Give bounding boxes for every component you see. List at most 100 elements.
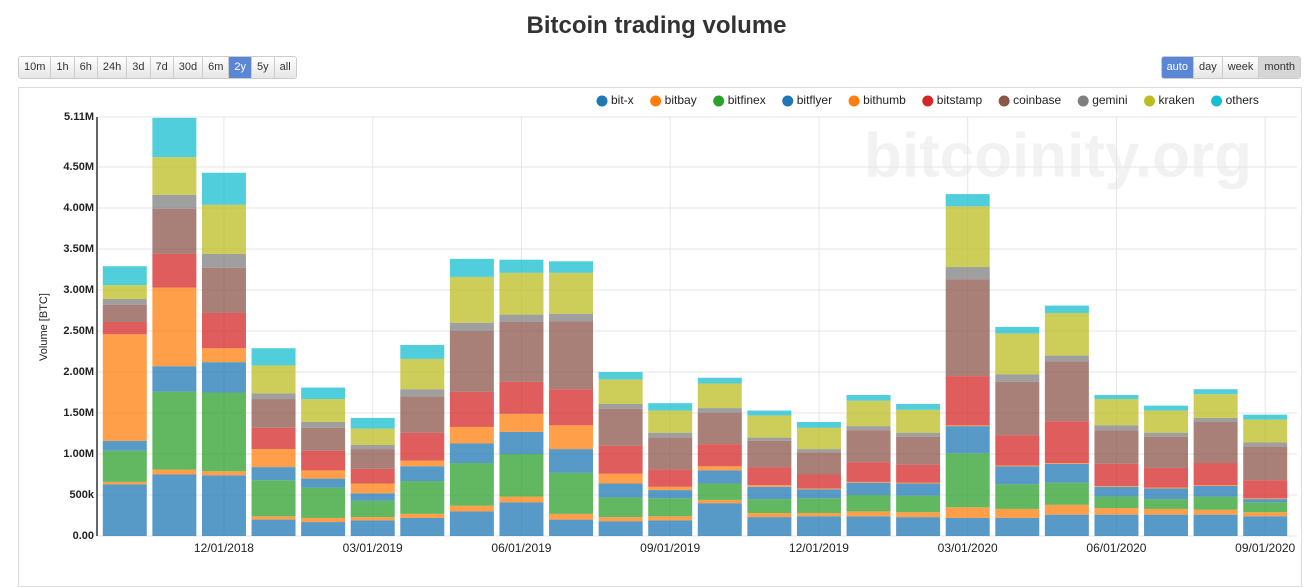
bar-segment	[152, 474, 197, 536]
bar-segment	[301, 478, 346, 488]
bar-segment	[201, 312, 246, 349]
bar-segment	[1044, 421, 1089, 464]
bar-segment	[201, 204, 246, 254]
y-tick-label: 0.00	[73, 530, 94, 542]
bar-segment	[697, 499, 742, 504]
bar-segment	[350, 428, 395, 445]
bar-segment	[846, 430, 891, 463]
bar-segment	[896, 483, 941, 496]
bar-segment	[201, 253, 246, 268]
x-tick-label: 06/01/2019	[491, 541, 551, 555]
bar-segment	[350, 520, 395, 536]
bar-segment	[995, 374, 1040, 382]
bar-segment	[846, 516, 891, 536]
button[interactable]: 1h	[50, 57, 74, 78]
bar-segment	[945, 425, 990, 427]
bar-segment	[400, 460, 445, 467]
bar-segment	[549, 519, 594, 536]
y-tick-label: 3.50M	[63, 243, 94, 255]
button[interactable]: week	[1221, 57, 1259, 78]
y-tick-label: 5.11M	[64, 111, 94, 123]
bar-segment	[1094, 399, 1139, 426]
bars	[102, 117, 1288, 536]
button[interactable]: 2y	[228, 57, 252, 78]
bar-segment	[1044, 305, 1089, 313]
button[interactable]: 10m	[19, 57, 51, 78]
button[interactable]: 6m	[202, 57, 229, 78]
bar-segment	[995, 484, 1040, 509]
bar-segment	[301, 487, 346, 518]
bar-segment	[747, 485, 792, 487]
bar-segment	[995, 333, 1040, 375]
y-tick-label: 3.00M	[63, 284, 94, 296]
bar-segment	[846, 495, 891, 512]
bar-segment	[449, 391, 494, 427]
bar-segment	[896, 432, 941, 437]
bar-segment	[1193, 389, 1238, 395]
bar-segment	[796, 449, 841, 453]
bar-segment	[499, 496, 544, 503]
bar-segment	[1193, 485, 1238, 486]
legend-label: bitstamp	[937, 93, 983, 107]
bar-segment	[846, 481, 891, 483]
bar-segment	[796, 516, 841, 536]
bar-segment	[1193, 514, 1238, 536]
bar-segment	[1044, 504, 1089, 515]
bar-segment	[350, 493, 395, 501]
button[interactable]: 7d	[149, 57, 173, 78]
legend-label: gemini	[1092, 93, 1127, 107]
bar-segment	[201, 471, 246, 476]
bar-segment	[1193, 463, 1238, 486]
bar-segment	[499, 431, 544, 455]
bar-segment	[896, 464, 941, 483]
bar-segment	[747, 467, 792, 486]
bar-segment	[499, 314, 544, 322]
legend-label: bitflyer	[797, 93, 832, 107]
bar-segment	[796, 427, 841, 450]
button[interactable]: all	[273, 57, 296, 78]
bar-segment	[648, 486, 693, 491]
bar-segment	[648, 432, 693, 438]
legend-marker	[998, 95, 1010, 107]
bar-segment	[846, 511, 891, 517]
button[interactable]: auto	[1161, 57, 1193, 78]
bar-segment	[251, 348, 296, 366]
bar-segment	[648, 490, 693, 499]
button[interactable]: 5y	[251, 57, 274, 78]
chart-title: Bitcoin trading volume	[526, 12, 787, 39]
bar-segment	[697, 383, 742, 409]
button[interactable]: 6h	[73, 57, 97, 78]
button[interactable]: 24h	[96, 57, 127, 78]
bar-segment	[499, 272, 544, 315]
legend-marker	[1077, 95, 1089, 107]
bar-segment	[1193, 509, 1238, 515]
bar-segment	[846, 482, 891, 496]
bar-segment	[747, 499, 792, 514]
button[interactable]: month	[1258, 57, 1300, 78]
x-tick-label: 03/01/2020	[938, 541, 998, 555]
bar-segment	[1243, 502, 1288, 513]
bar-segment	[648, 403, 693, 411]
bar-segment	[995, 517, 1040, 536]
button[interactable]: 3d	[126, 57, 150, 78]
bar-segment	[400, 358, 445, 390]
bar-segment	[201, 267, 246, 313]
legend-marker	[782, 95, 794, 107]
button[interactable]: day	[1192, 57, 1222, 78]
legend-label: bit-x	[611, 93, 634, 107]
bar-segment	[400, 517, 445, 536]
bar-segment	[152, 391, 197, 470]
bar-segment	[251, 393, 296, 400]
bar-segment	[1144, 467, 1189, 488]
bar-segment	[747, 440, 792, 468]
button[interactable]: 30d	[172, 57, 203, 78]
bar-segment	[251, 480, 296, 517]
bar-segment	[251, 399, 296, 428]
bar-segment	[152, 117, 197, 158]
chart-frame	[18, 87, 1302, 587]
bar-segment	[945, 453, 990, 508]
bar-segment	[1094, 514, 1139, 536]
legend-label: coinbase	[1013, 93, 1061, 107]
bar-segment	[400, 432, 445, 461]
y-tick-label: 4.50M	[63, 161, 94, 173]
